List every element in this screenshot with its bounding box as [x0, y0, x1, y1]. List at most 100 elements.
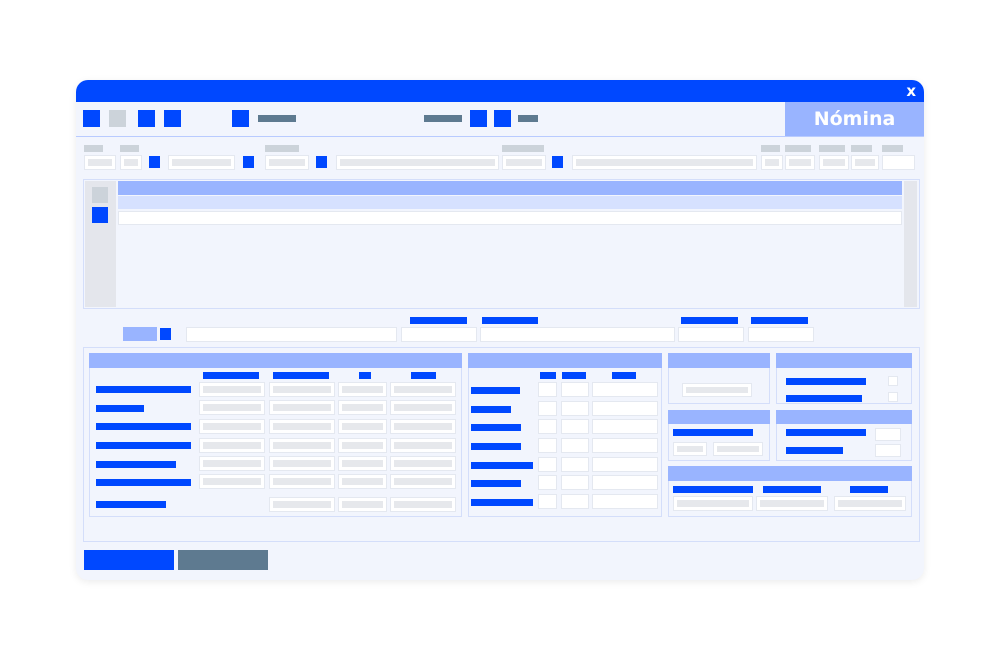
- filter-label: [502, 145, 544, 152]
- toolbar-button[interactable]: [83, 110, 100, 127]
- filter-label: [120, 145, 139, 152]
- deduction-field[interactable]: [592, 475, 658, 490]
- lookup-button[interactable]: [149, 156, 160, 168]
- amount-field[interactable]: [269, 400, 335, 415]
- amount-field[interactable]: [390, 438, 456, 453]
- filter-input[interactable]: [851, 155, 879, 170]
- amount-field[interactable]: [199, 400, 265, 415]
- grid-action-button[interactable]: [92, 187, 108, 203]
- detail-input[interactable]: [401, 327, 477, 342]
- deduction-field[interactable]: [561, 438, 589, 453]
- mode-button[interactable]: [123, 327, 157, 341]
- primary-action-button[interactable]: [84, 550, 174, 570]
- amount-field[interactable]: [338, 456, 387, 471]
- deduction-field[interactable]: [561, 419, 589, 434]
- detail-input[interactable]: [480, 327, 675, 342]
- deduction-field[interactable]: [561, 457, 589, 472]
- amount-field[interactable]: [199, 419, 265, 434]
- amount-field[interactable]: [390, 400, 456, 415]
- lookup-button[interactable]: [316, 156, 327, 168]
- amount-field[interactable]: [338, 438, 387, 453]
- amount-field[interactable]: [269, 474, 335, 489]
- rate-field[interactable]: [875, 444, 901, 457]
- toolbar-button[interactable]: [494, 110, 511, 127]
- amount-field[interactable]: [338, 474, 387, 489]
- toolbar-button[interactable]: [232, 110, 249, 127]
- deduction-field[interactable]: [538, 419, 557, 434]
- lookup-button[interactable]: [552, 156, 563, 168]
- amount-field[interactable]: [199, 382, 265, 397]
- toolbar-button[interactable]: [470, 110, 487, 127]
- total-field[interactable]: [834, 496, 906, 511]
- secondary-action-button[interactable]: [178, 550, 268, 570]
- close-icon[interactable]: x: [906, 82, 916, 100]
- amount-field[interactable]: [390, 456, 456, 471]
- deduction-field[interactable]: [592, 457, 658, 472]
- deduction-field[interactable]: [561, 401, 589, 416]
- filter-input[interactable]: [819, 155, 849, 170]
- deduction-field[interactable]: [592, 401, 658, 416]
- option-checkbox[interactable]: [888, 392, 898, 402]
- deduction-field[interactable]: [592, 419, 658, 434]
- amount-field[interactable]: [269, 419, 335, 434]
- filter-input[interactable]: [84, 155, 116, 170]
- filter-input[interactable]: [572, 155, 757, 170]
- deduction-field[interactable]: [538, 475, 557, 490]
- filter-input[interactable]: [785, 155, 815, 170]
- total-field[interactable]: [338, 497, 387, 512]
- deduction-field[interactable]: [561, 494, 589, 509]
- deduction-field[interactable]: [561, 475, 589, 490]
- lookup-button[interactable]: [160, 328, 171, 340]
- toolbar-button[interactable]: [164, 110, 181, 127]
- deduction-field[interactable]: [592, 438, 658, 453]
- summary-field[interactable]: [682, 383, 752, 397]
- deduction-field[interactable]: [538, 494, 557, 509]
- deduction-field[interactable]: [592, 494, 658, 509]
- filter-input[interactable]: [336, 155, 499, 170]
- detail-input[interactable]: [678, 327, 744, 342]
- filter-input[interactable]: [168, 155, 235, 170]
- period-field[interactable]: [713, 442, 763, 456]
- amount-field[interactable]: [390, 474, 456, 489]
- deduction-field[interactable]: [561, 382, 589, 397]
- toolbar-button[interactable]: [109, 110, 126, 127]
- amount-field[interactable]: [199, 456, 265, 471]
- option-checkbox[interactable]: [888, 376, 898, 386]
- grid-row-selected[interactable]: [118, 196, 902, 209]
- deduction-field[interactable]: [538, 438, 557, 453]
- total-field[interactable]: [756, 496, 828, 511]
- amount-field[interactable]: [390, 382, 456, 397]
- filter-input[interactable]: [761, 155, 783, 170]
- toolbar-button[interactable]: [138, 110, 155, 127]
- grid-row[interactable]: [118, 211, 902, 225]
- amount-field[interactable]: [338, 382, 387, 397]
- amount-field[interactable]: [338, 419, 387, 434]
- grid-action-button[interactable]: [92, 207, 108, 223]
- amount-field[interactable]: [269, 382, 335, 397]
- filter-input[interactable]: [502, 155, 546, 170]
- filter-input[interactable]: [882, 155, 915, 170]
- lookup-button[interactable]: [243, 156, 254, 168]
- amount-field[interactable]: [338, 400, 387, 415]
- filter-input[interactable]: [120, 155, 142, 170]
- deduction-field[interactable]: [592, 382, 658, 397]
- amount-field[interactable]: [390, 419, 456, 434]
- amount-field[interactable]: [269, 438, 335, 453]
- grid-scrollbar[interactable]: [904, 181, 917, 307]
- amount-field[interactable]: [199, 474, 265, 489]
- rate-field[interactable]: [875, 428, 901, 441]
- employee-input[interactable]: [186, 327, 397, 342]
- period-field[interactable]: [673, 442, 707, 456]
- detail-input[interactable]: [748, 327, 814, 342]
- deduction-field[interactable]: [538, 382, 557, 397]
- total-field[interactable]: [269, 497, 335, 512]
- filter-input[interactable]: [265, 155, 309, 170]
- amount-field[interactable]: [269, 456, 335, 471]
- deduction-field[interactable]: [538, 457, 557, 472]
- amount-field[interactable]: [199, 438, 265, 453]
- total-field[interactable]: [390, 497, 456, 512]
- deduction-field[interactable]: [538, 401, 557, 416]
- row-label: [96, 501, 166, 508]
- total-field[interactable]: [673, 496, 753, 511]
- column-header: [673, 486, 753, 493]
